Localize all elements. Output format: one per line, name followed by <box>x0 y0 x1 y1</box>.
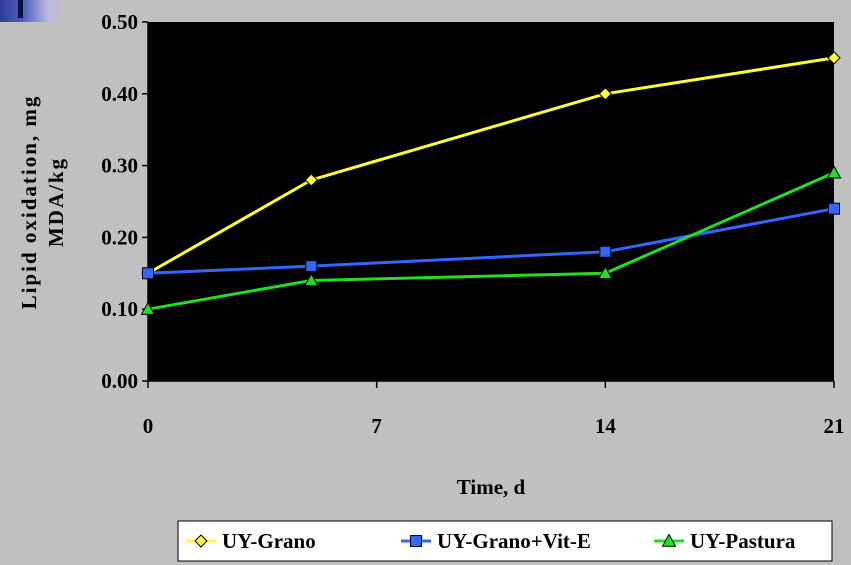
legend-label: UY-Grano <box>222 529 316 553</box>
data-point-diamond <box>827 51 841 65</box>
data-point-triangle <box>826 165 842 179</box>
data-point-triangle <box>597 265 613 279</box>
data-point-square <box>828 202 840 215</box>
y-axis-title-line1: Lipid oxidation, mg <box>17 95 41 310</box>
x-tick-label: 14 <box>595 414 617 438</box>
data-point-square <box>305 260 318 273</box>
x-tick-label: 21 <box>824 414 845 438</box>
x-axis: 0 7 14 21 <box>143 380 845 438</box>
y-tick-label: 0.10 <box>101 297 138 321</box>
series-line <box>147 171 835 311</box>
y-tick-label: 0.50 <box>101 10 138 34</box>
series-line <box>147 207 835 275</box>
data-point-square <box>142 267 154 280</box>
data-point-triangle <box>140 301 156 315</box>
series-3 <box>140 165 842 315</box>
legend-item: UY-Grano+Vit-E <box>401 529 591 553</box>
data-point-triangle <box>661 533 677 547</box>
data-point-diamond <box>194 534 208 548</box>
y-tick-label: 0.00 <box>101 369 138 393</box>
legend-item: UY-Pastura <box>654 529 796 553</box>
y-axis: 0.00 0.10 0.20 0.30 0.40 0.50 <box>101 10 149 393</box>
plot-area <box>148 22 834 381</box>
x-tick-label: 7 <box>371 414 382 438</box>
legend-box <box>177 520 833 562</box>
corner-accent-graphic <box>0 0 64 22</box>
data-point-square <box>599 245 612 258</box>
data-point-square <box>410 535 422 547</box>
data-point-diamond <box>304 173 319 187</box>
data-point-diamond <box>598 87 613 101</box>
x-tick-label: 0 <box>143 414 154 438</box>
legend-item: UY-Grano <box>186 529 316 553</box>
legend: UY-Grano UY-Grano+Vit-E UY-Pastura <box>177 520 833 562</box>
series-line <box>147 56 835 275</box>
y-tick-label: 0.20 <box>101 225 138 249</box>
series-2 <box>142 202 840 280</box>
series-layer <box>140 51 842 315</box>
x-axis-title: Time, d <box>457 475 526 499</box>
y-tick-label: 0.40 <box>101 82 138 106</box>
y-tick-label: 0.30 <box>101 154 138 178</box>
legend-label: UY-Pastura <box>690 529 796 553</box>
y-axis-title-line2: MDA/kg <box>44 157 68 247</box>
legend-label: UY-Grano+Vit-E <box>437 529 591 553</box>
data-point-triangle <box>303 272 319 287</box>
